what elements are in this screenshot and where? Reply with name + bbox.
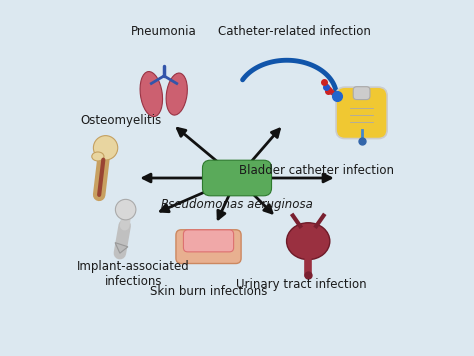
- Text: Urinary tract infection: Urinary tract infection: [236, 278, 366, 291]
- Ellipse shape: [287, 223, 330, 260]
- Circle shape: [93, 136, 118, 160]
- FancyBboxPatch shape: [48, 0, 426, 356]
- Text: Skin burn infections: Skin burn infections: [150, 285, 267, 298]
- FancyBboxPatch shape: [202, 160, 272, 196]
- Ellipse shape: [140, 72, 163, 117]
- Ellipse shape: [92, 152, 104, 161]
- FancyBboxPatch shape: [336, 87, 387, 138]
- Text: Bladder catheter infection: Bladder catheter infection: [238, 164, 393, 177]
- Circle shape: [115, 199, 136, 220]
- Text: Pneumonia: Pneumonia: [131, 25, 197, 38]
- Text: Pseudomonas aeruginosa: Pseudomonas aeruginosa: [161, 198, 313, 211]
- Polygon shape: [115, 243, 128, 253]
- FancyBboxPatch shape: [176, 230, 241, 263]
- Text: Catheter-related infection: Catheter-related infection: [218, 25, 370, 38]
- Text: Implant-associated
infections: Implant-associated infections: [77, 260, 190, 288]
- Text: Osteomyelitis: Osteomyelitis: [81, 114, 162, 127]
- FancyBboxPatch shape: [183, 230, 234, 252]
- Ellipse shape: [166, 73, 187, 115]
- FancyBboxPatch shape: [353, 87, 370, 100]
